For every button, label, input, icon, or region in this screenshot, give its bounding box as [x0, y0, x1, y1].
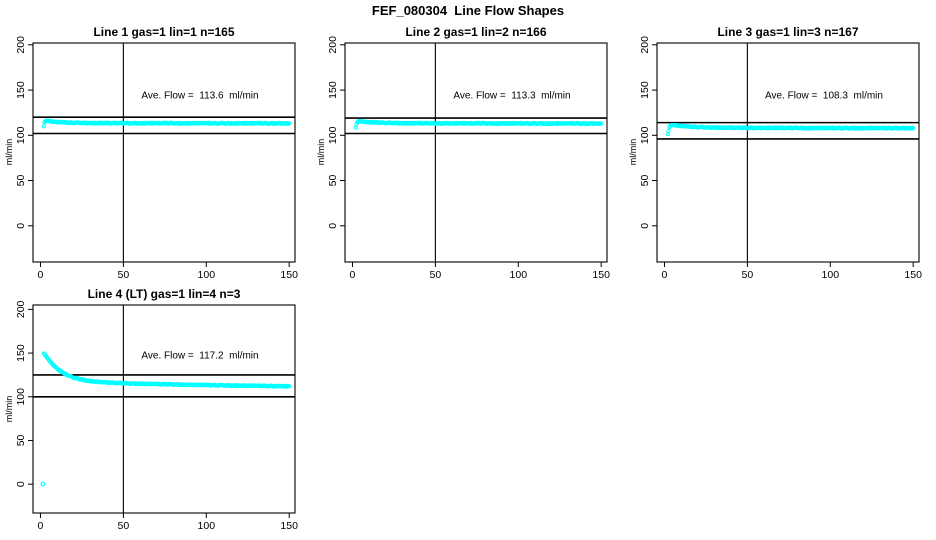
svg-text:150: 150 — [904, 269, 922, 281]
svg-text:150: 150 — [280, 520, 298, 532]
svg-text:200: 200 — [15, 300, 27, 318]
threshold-lines — [345, 117, 607, 135]
svg-text:0: 0 — [662, 269, 668, 281]
y-axis-ticks: 0 50 100 150 200 — [327, 36, 345, 229]
threshold-lines — [657, 121, 919, 140]
x-axis-ticks: 0 50 100 150 — [662, 262, 922, 281]
svg-text:50: 50 — [742, 269, 754, 281]
x-axis-ticks: 0 50 100 150 — [38, 513, 298, 532]
panel-4-plot: 0 50 100 150 0 50 100 150 200 — [15, 300, 298, 532]
panel-4-title: Line 4 (LT) gas=1 lin=4 n=3 — [87, 287, 241, 301]
svg-text:0: 0 — [327, 223, 339, 229]
svg-text:150: 150 — [15, 81, 27, 99]
panel-2-ave-flow-annotation: Ave. Flow = 113.3 ml/min — [453, 90, 571, 102]
svg-text:100: 100 — [327, 126, 339, 144]
plot-box — [32, 42, 296, 263]
plot-box — [32, 304, 296, 514]
svg-text:0: 0 — [15, 223, 27, 229]
panel-3-title: Line 3 gas=1 lin=3 n=167 — [717, 25, 859, 39]
data-points — [41, 118, 292, 129]
svg-text:100: 100 — [15, 126, 27, 144]
svg-text:150: 150 — [639, 81, 651, 99]
panel-4-ave-flow-annotation: Ave. Flow = 117.2 ml/min — [141, 350, 259, 362]
x-axis-ticks: 0 50 100 150 — [38, 262, 298, 281]
panel-1-ave-flow-annotation: Ave. Flow = 113.6 ml/min — [141, 90, 259, 102]
svg-text:0: 0 — [15, 481, 27, 487]
svg-text:0: 0 — [639, 223, 651, 229]
svg-text:50: 50 — [327, 175, 339, 187]
svg-text:100: 100 — [822, 269, 840, 281]
svg-text:50: 50 — [15, 175, 27, 187]
outlier-point — [40, 481, 46, 487]
svg-text:0: 0 — [38, 520, 44, 532]
data-points — [41, 351, 292, 389]
svg-text:100: 100 — [15, 388, 27, 406]
svg-text:150: 150 — [327, 81, 339, 99]
svg-text:200: 200 — [639, 36, 651, 54]
plot-box — [344, 42, 608, 263]
threshold-lines — [33, 374, 295, 398]
panel-1-title: Line 1 gas=1 lin=1 n=165 — [93, 25, 235, 39]
panel-2-plot: 0 50 100 150 0 50 100 150 200 — [327, 36, 610, 281]
svg-text:50: 50 — [15, 434, 27, 446]
svg-text:50: 50 — [430, 269, 442, 281]
plot-box — [656, 42, 920, 263]
svg-text:50: 50 — [118, 269, 130, 281]
svg-text:50: 50 — [118, 520, 130, 532]
figure-title: FEF_080304 Line Flow Shapes — [371, 3, 565, 18]
svg-text:100: 100 — [198, 269, 216, 281]
y-axis-ticks: 0 50 100 150 200 — [15, 300, 33, 487]
svg-text:50: 50 — [639, 175, 651, 187]
svg-text:100: 100 — [510, 269, 528, 281]
svg-text:150: 150 — [592, 269, 610, 281]
svg-text:200: 200 — [15, 36, 27, 54]
y-axis-ticks: 0 50 100 150 200 — [15, 36, 33, 229]
svg-text:100: 100 — [639, 126, 651, 144]
data-points — [353, 118, 604, 130]
x-axis-ticks: 0 50 100 150 — [350, 262, 610, 281]
panel-3-ave-flow-annotation: Ave. Flow = 108.3 ml/min — [765, 90, 883, 102]
panel-3-plot: 0 50 100 150 0 50 100 150 200 — [639, 36, 922, 281]
panel-1-plot: 0 50 100 150 0 50 100 150 200 — [15, 36, 298, 281]
svg-text:0: 0 — [38, 269, 44, 281]
svg-text:150: 150 — [15, 344, 27, 362]
svg-text:150: 150 — [280, 269, 298, 281]
svg-text:0: 0 — [350, 269, 356, 281]
panel-2-title: Line 2 gas=1 lin=2 n=166 — [405, 25, 547, 39]
svg-text:200: 200 — [327, 36, 339, 54]
threshold-lines — [33, 116, 295, 135]
data-points — [665, 122, 916, 137]
svg-text:100: 100 — [198, 520, 216, 532]
y-axis-ticks: 0 50 100 150 200 — [639, 36, 657, 229]
